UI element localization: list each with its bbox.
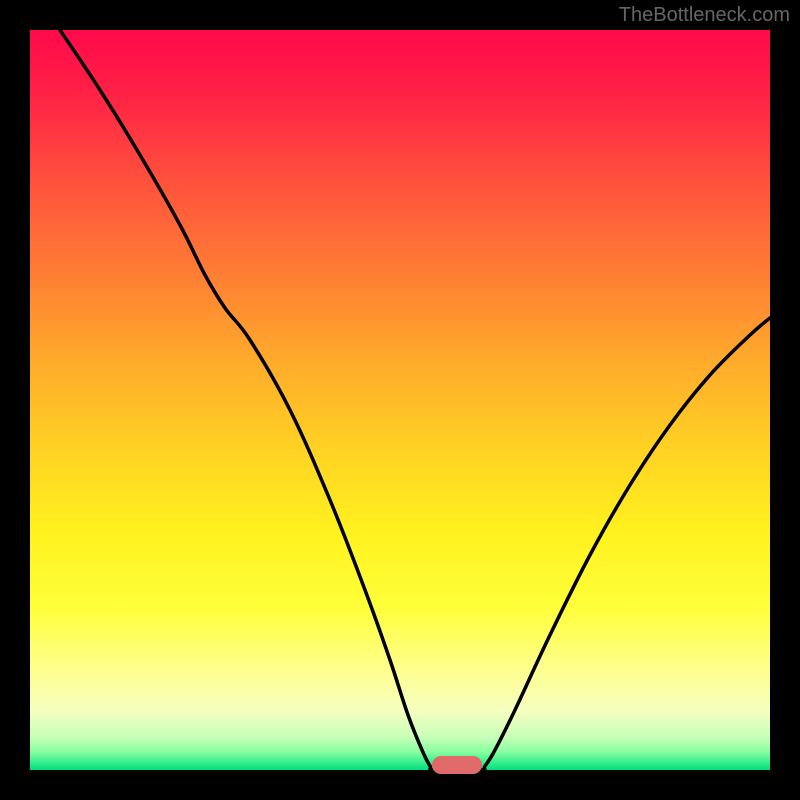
bottleneck-curve	[30, 30, 770, 770]
optimal-marker	[432, 756, 482, 774]
watermark-text: TheBottleneck.com	[619, 4, 790, 27]
plot-area	[30, 30, 770, 770]
